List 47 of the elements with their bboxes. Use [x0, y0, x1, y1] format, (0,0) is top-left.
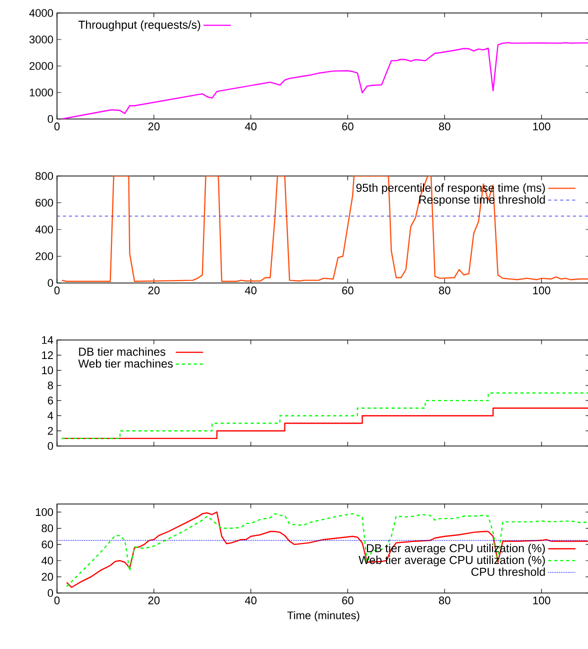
- x-tick-label: 80: [438, 596, 450, 604]
- x-tick-label: 20: [148, 122, 160, 130]
- y-tick-label: 14: [42, 336, 54, 344]
- legend-label: CPU threshold: [471, 567, 545, 576]
- y-tick-label: 0: [48, 442, 54, 450]
- legend-label: Web tier machines: [78, 359, 173, 368]
- x-tick-label: 80: [438, 286, 450, 294]
- x-tick-label: 20: [148, 286, 160, 294]
- y-tick-label: 40: [41, 556, 54, 565]
- y-tick-label: 3000: [29, 36, 54, 44]
- legend-label: Throughput (requests/s): [78, 20, 200, 32]
- y-tick-label: 4000: [29, 9, 54, 17]
- y-tick-label: 0: [48, 589, 54, 597]
- x-tick-label: 100: [533, 122, 550, 130]
- y-tick-label: 2: [48, 427, 53, 435]
- y-tick-label: 400: [35, 226, 54, 234]
- y-tick-label: 20: [42, 572, 54, 581]
- x-tick-label: 40: [244, 286, 256, 294]
- x-tick-label: 20: [148, 596, 160, 604]
- x-tick-label: 0: [54, 286, 60, 294]
- y-tick-label: 80: [42, 524, 54, 532]
- y-tick-label: 1000: [30, 88, 54, 96]
- y-tick-label: 4: [48, 412, 54, 420]
- x-tick-label: 40: [244, 596, 256, 604]
- y-tick-label: 6: [48, 396, 53, 404]
- y-tick-label: 8: [48, 382, 53, 390]
- y-tick-label: 0: [48, 115, 54, 123]
- y-tick-label: 60: [42, 540, 54, 548]
- y-tick-label: 600: [36, 198, 54, 207]
- x-tick-label: 40: [244, 122, 256, 130]
- x-tick-label: 100: [533, 596, 550, 604]
- legend-label: DB tier machines: [79, 347, 166, 356]
- x-tick-label: 0: [54, 122, 60, 130]
- x-tick-label: 60: [342, 286, 354, 294]
- x-tick-label: 60: [342, 596, 354, 604]
- x-axis-title: Time (minutes): [287, 611, 360, 622]
- y-tick-label: 12: [42, 351, 53, 359]
- x-tick-label: 100: [533, 286, 550, 294]
- x-tick-label: 80: [438, 122, 450, 130]
- y-tick-label: 0: [48, 279, 54, 287]
- y-tick-label: 200: [36, 252, 54, 260]
- x-tick-label: 0: [54, 596, 60, 604]
- y-tick-label: 2000: [30, 62, 54, 70]
- x-tick-label: 60: [342, 122, 354, 130]
- y-tick-label: 100: [36, 508, 54, 516]
- y-tick-label: 800: [36, 172, 54, 180]
- y-tick-label: 10: [42, 366, 54, 374]
